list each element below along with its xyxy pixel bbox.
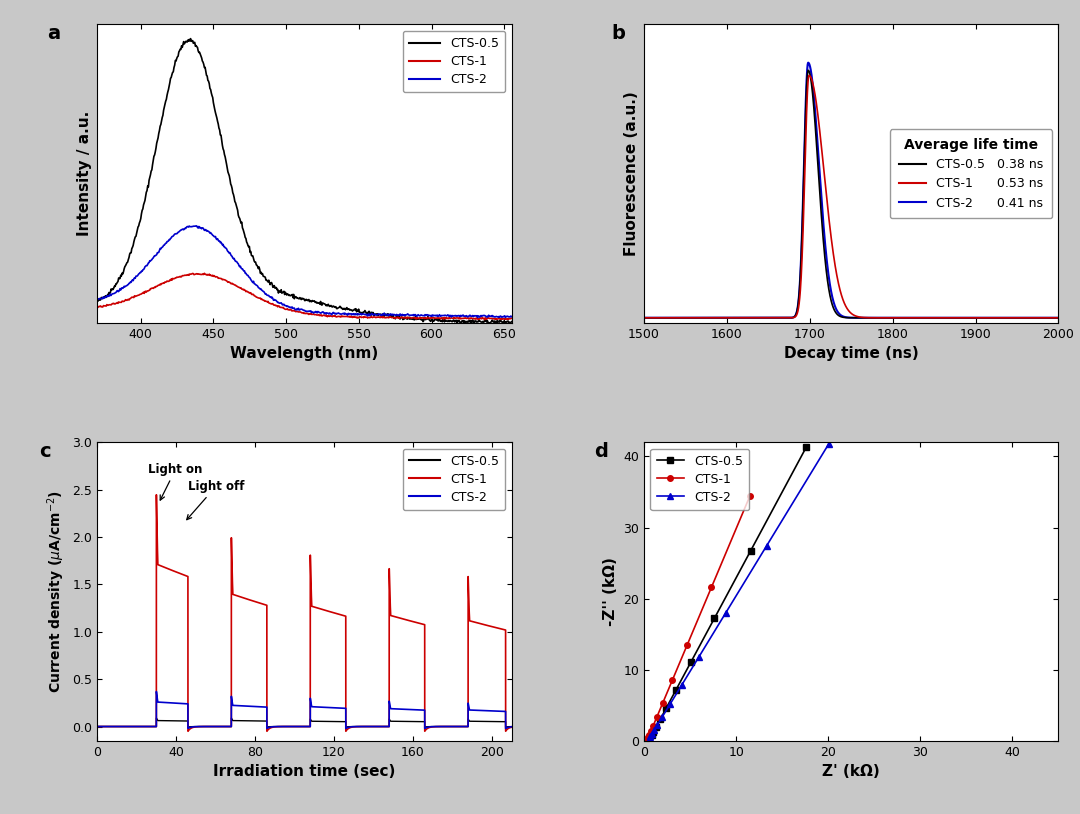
CTS-1	[647, 721, 660, 731]
CTS-2	[651, 720, 664, 730]
CTS-1	[657, 698, 670, 707]
CTS-1	[661, 688, 674, 698]
CTS-0.5	[645, 730, 658, 740]
CTS-2	[643, 733, 656, 742]
CTS-2	[788, 496, 801, 505]
CTS-0.5	[696, 637, 708, 647]
CTS-0.5	[708, 613, 721, 623]
CTS-2	[645, 730, 658, 740]
CTS-0.5	[645, 731, 658, 741]
CTS-1	[643, 730, 656, 740]
CTS-1	[642, 734, 654, 744]
CTS-1	[691, 615, 704, 624]
Text: a: a	[48, 24, 60, 43]
CTS-2	[649, 723, 662, 733]
CTS-2	[692, 652, 705, 662]
CTS-1	[648, 717, 661, 727]
Line: CTS-1: CTS-1	[647, 497, 750, 741]
CTS-2	[663, 699, 676, 709]
CTS-2	[653, 716, 666, 726]
CTS-1	[640, 735, 653, 745]
CTS-2	[644, 733, 657, 742]
Legend: CTS-0.5, CTS-1, CTS-2: CTS-0.5, CTS-1, CTS-2	[650, 449, 750, 510]
CTS-0.5	[651, 719, 664, 729]
CTS-1	[640, 736, 653, 746]
CTS-1	[680, 640, 693, 650]
CTS-1	[721, 542, 734, 552]
Y-axis label: Intensity / a.u.: Intensity / a.u.	[77, 111, 92, 236]
CTS-2	[656, 712, 669, 722]
CTS-2	[648, 725, 661, 735]
CTS-1	[644, 729, 657, 738]
CTS-0.5	[670, 685, 683, 694]
CTS-1	[640, 735, 653, 745]
CTS-0.5	[800, 442, 813, 452]
CTS-1	[640, 735, 653, 745]
CTS-2	[669, 691, 681, 701]
CTS-0.5	[648, 724, 661, 734]
CTS-1	[743, 492, 756, 501]
X-axis label: Wavelength (nm): Wavelength (nm)	[230, 346, 378, 361]
CTS-1	[643, 731, 656, 741]
Text: d: d	[594, 442, 608, 462]
CTS-1	[673, 659, 686, 669]
CTS-1	[642, 732, 654, 742]
CTS-2	[719, 608, 732, 618]
CTS-2	[659, 707, 672, 716]
Text: Light on: Light on	[148, 462, 203, 500]
CTS-1	[645, 727, 658, 737]
CTS-0.5	[724, 584, 737, 593]
CTS-0.5	[646, 729, 659, 738]
CTS-2	[646, 729, 659, 739]
CTS-0.5	[664, 695, 677, 705]
CTS-2	[738, 578, 751, 588]
CTS-0.5	[647, 727, 660, 737]
X-axis label: Z' (kΩ): Z' (kΩ)	[822, 764, 880, 779]
CTS-0.5	[676, 672, 689, 682]
CTS-1	[653, 706, 666, 716]
CTS-1	[650, 712, 663, 722]
CTS-2	[683, 667, 696, 677]
CTS-2	[704, 632, 717, 641]
CTS-1	[642, 734, 654, 744]
Line: CTS-2: CTS-2	[649, 444, 828, 737]
Legend: CTS-0.5, CTS-1, CTS-2: CTS-0.5, CTS-1, CTS-2	[403, 31, 505, 92]
Line: CTS-0.5: CTS-0.5	[651, 447, 807, 736]
CTS-1	[705, 583, 718, 593]
CTS-0.5	[649, 722, 662, 732]
CTS-1	[642, 733, 654, 742]
Text: Light off: Light off	[187, 479, 244, 519]
CTS-0.5	[769, 500, 782, 510]
CTS-0.5	[653, 715, 666, 724]
CTS-0.5	[660, 702, 673, 712]
Y-axis label: -Z'' (kΩ): -Z'' (kΩ)	[603, 557, 618, 626]
Y-axis label: Current density ($\mu$A/cm$^{-2}$): Current density ($\mu$A/cm$^{-2}$)	[45, 490, 67, 693]
Y-axis label: Fluorescence (a.u.): Fluorescence (a.u.)	[623, 91, 638, 256]
Legend: CTS-0.5   0.38 ns, CTS-1      0.53 ns, CTS-2      0.41 ns: CTS-0.5 0.38 ns, CTS-1 0.53 ns, CTS-2 0.…	[890, 129, 1052, 218]
CTS-1	[646, 724, 659, 734]
CTS-0.5	[657, 709, 670, 719]
CTS-2	[760, 540, 773, 550]
CTS-0.5	[744, 546, 757, 556]
CTS-2	[647, 728, 660, 737]
X-axis label: Decay time (ns): Decay time (ns)	[784, 346, 919, 361]
CTS-1	[640, 735, 653, 745]
Legend: CTS-0.5, CTS-1, CTS-2: CTS-0.5, CTS-1, CTS-2	[403, 449, 505, 510]
CTS-2	[675, 681, 688, 690]
CTS-1	[642, 733, 654, 743]
Text: c: c	[39, 442, 51, 462]
CTS-0.5	[685, 657, 698, 667]
Text: b: b	[611, 24, 625, 43]
CTS-1	[640, 735, 653, 745]
CTS-1	[665, 676, 678, 685]
X-axis label: Irradiation time (sec): Irradiation time (sec)	[213, 764, 395, 779]
CTS-2	[644, 732, 657, 742]
CTS-2	[822, 440, 835, 449]
CTS-1	[640, 736, 653, 746]
